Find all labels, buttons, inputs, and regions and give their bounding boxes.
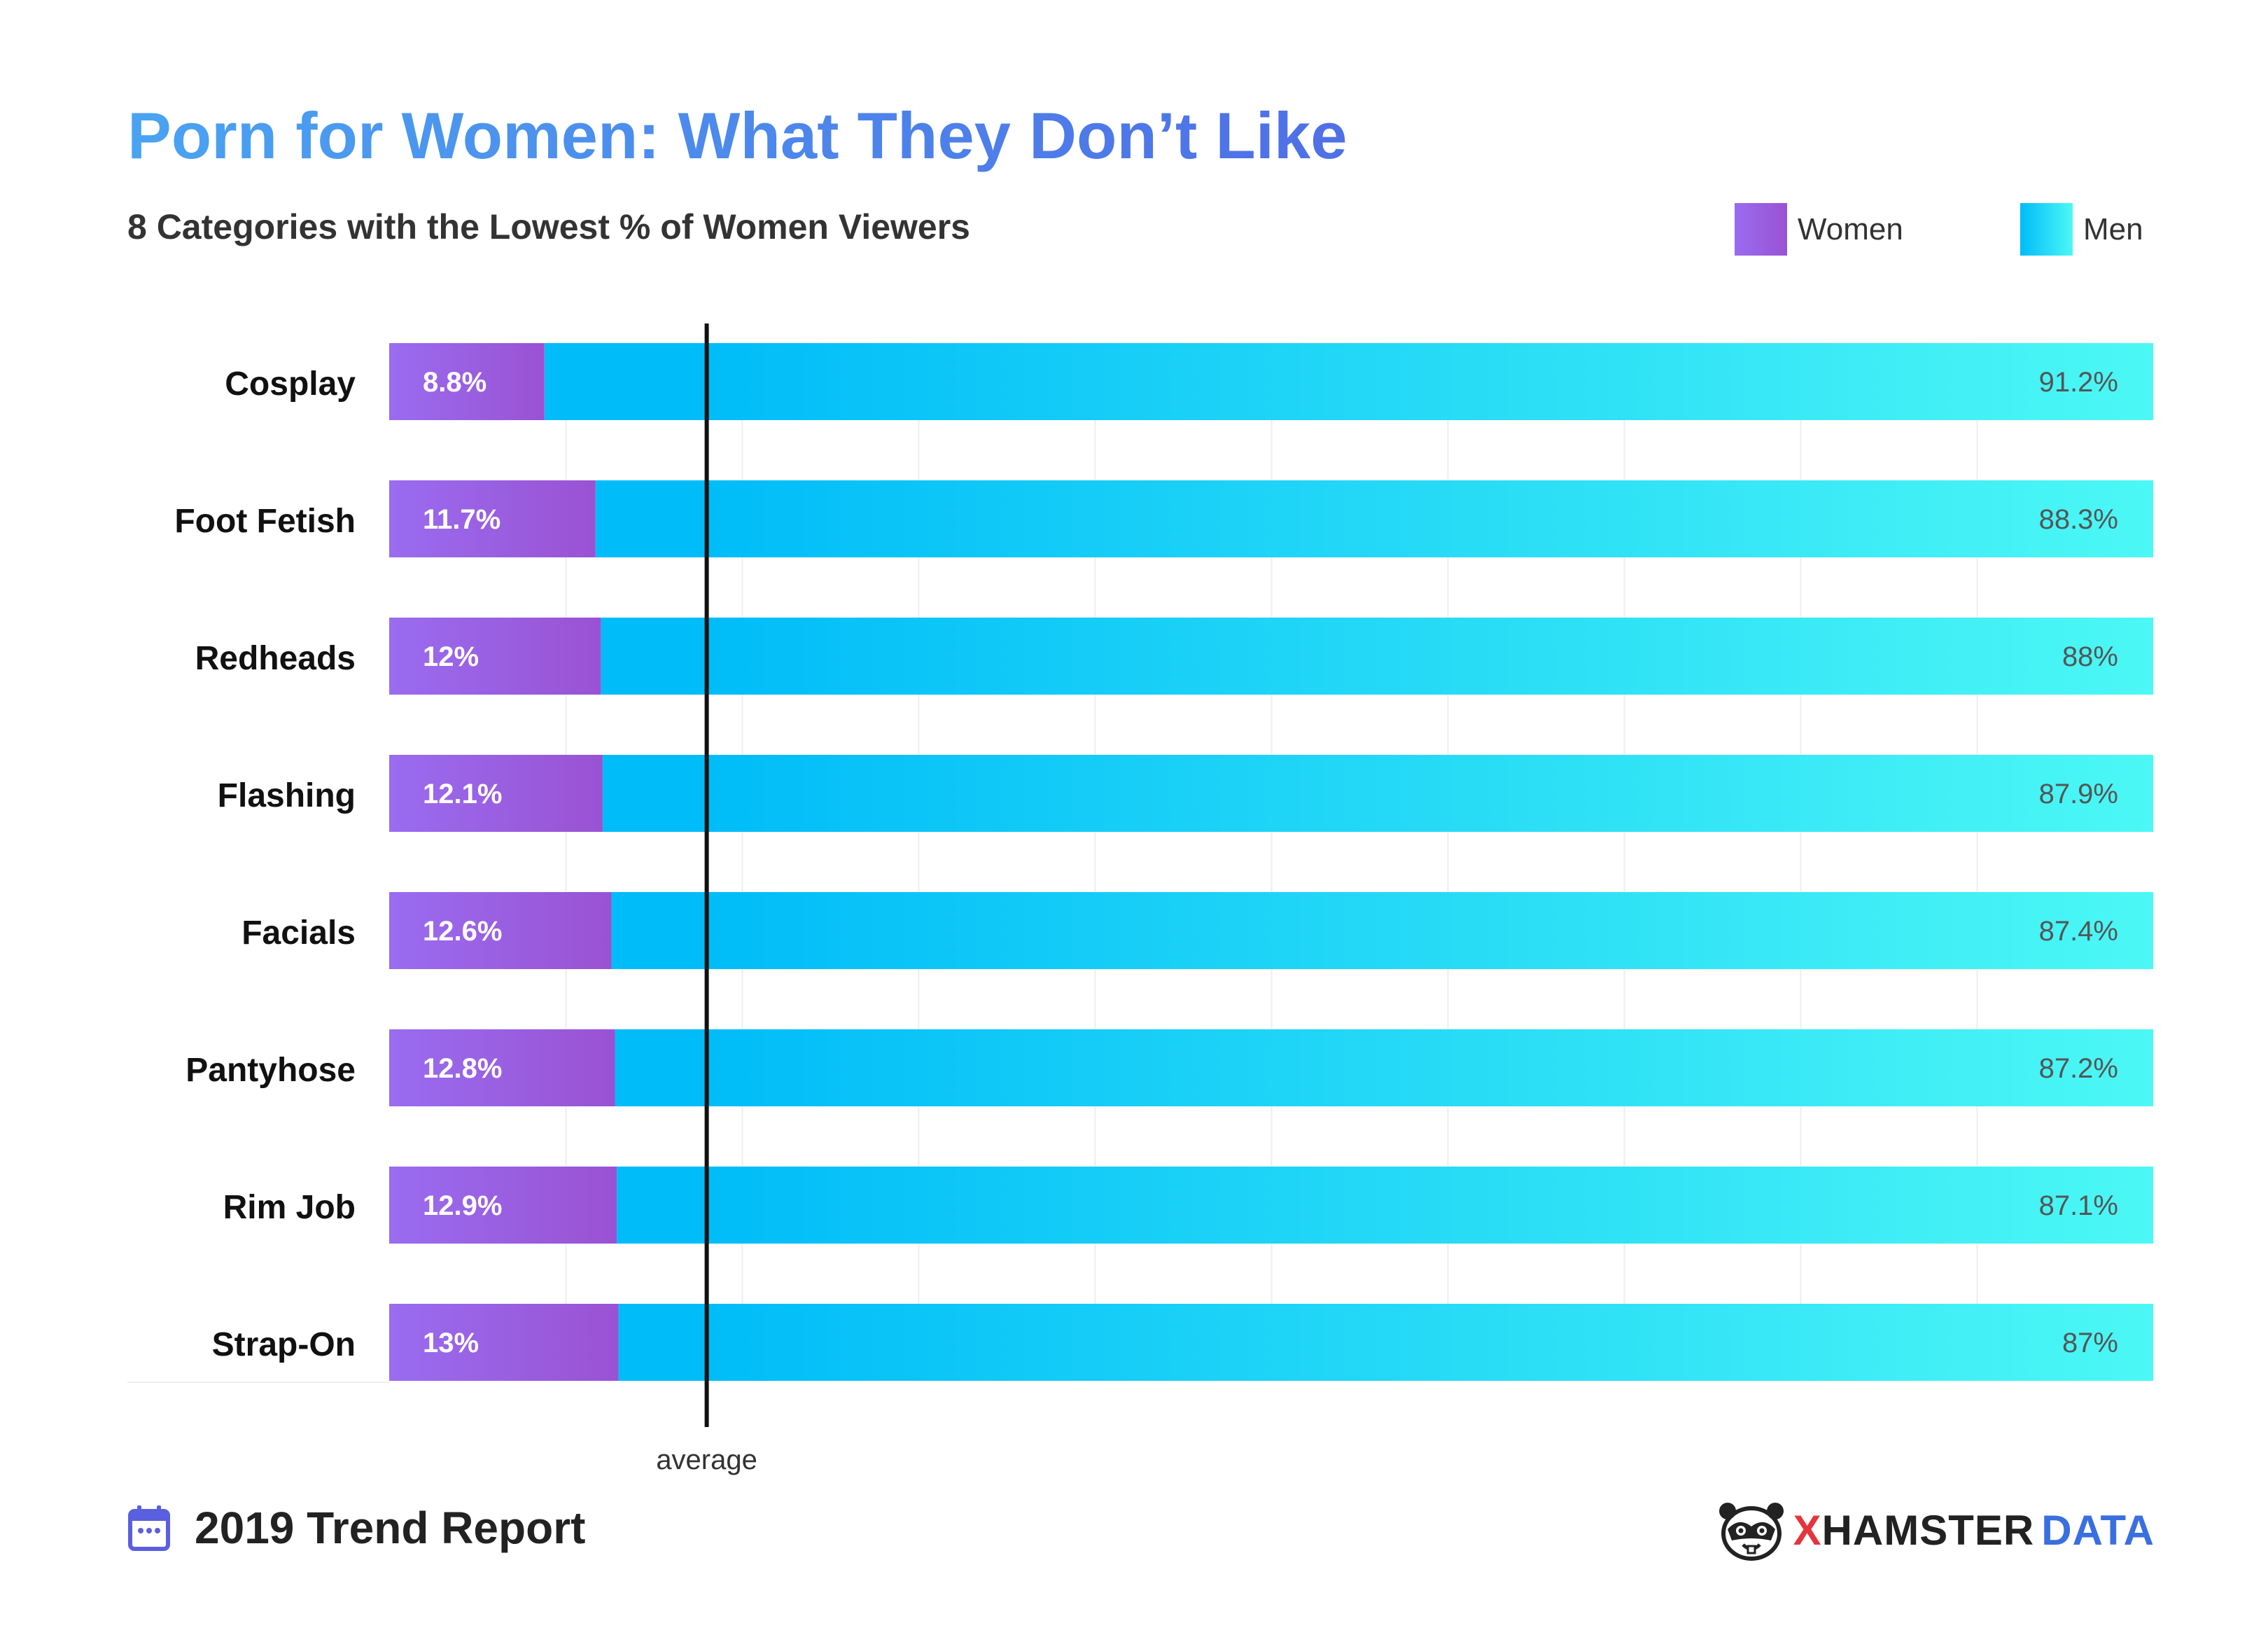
chart-subtitle: 8 Categories with the Lowest % of Women … xyxy=(127,207,970,246)
legend-item-men: Men xyxy=(2020,203,2143,256)
category-label: Foot Fetish xyxy=(174,503,356,540)
legend-label-women: Women xyxy=(1798,211,1903,246)
footer-report: 2019 Trend Report xyxy=(127,1502,585,1554)
category-label: Pantyhose xyxy=(186,1052,356,1089)
bar-women xyxy=(389,480,596,557)
data-label-men: 87.9% xyxy=(2039,779,2118,809)
data-label-men: 91.2% xyxy=(2039,367,2118,398)
bar-men xyxy=(602,755,2154,832)
data-label-women: 12.8% xyxy=(423,1053,502,1084)
brand-name-x: X xyxy=(1793,1506,1822,1554)
bar-women xyxy=(389,1167,617,1244)
bar-men xyxy=(601,618,2154,695)
data-label-women: 12.6% xyxy=(423,916,502,947)
bar-women xyxy=(389,343,545,420)
data-label-men: 87% xyxy=(2062,1328,2118,1358)
bar-men xyxy=(618,1304,2153,1381)
data-label-men: 88.3% xyxy=(2039,504,2118,535)
data-label-men: 88% xyxy=(2062,641,2118,672)
legend-label-men: Men xyxy=(2083,211,2143,246)
data-label-women: 11.7% xyxy=(423,504,500,535)
data-label-women: 12.1% xyxy=(423,779,502,809)
category-label: Redheads xyxy=(195,640,356,677)
calendar-icon xyxy=(128,1505,170,1551)
category-label: Flashing xyxy=(218,777,356,814)
data-label-men: 87.4% xyxy=(2039,916,2118,947)
average-label: average xyxy=(656,1445,757,1475)
data-label-women: 12% xyxy=(423,641,479,672)
data-label-women: 13% xyxy=(423,1328,479,1358)
legend-swatch-women xyxy=(1735,203,1787,256)
category-label: Cosplay xyxy=(225,366,356,403)
data-label-women: 8.8% xyxy=(423,367,486,398)
bar-women xyxy=(389,1304,619,1381)
hamster-logo-icon xyxy=(1718,1503,1784,1561)
bar-men xyxy=(615,1029,2153,1106)
category-label: Rim Job xyxy=(223,1189,356,1226)
brand-name-data: DATA xyxy=(2041,1506,2155,1554)
bar-women xyxy=(389,1029,615,1106)
data-label-women: 12.9% xyxy=(423,1190,502,1221)
brand-name: HAMSTER xyxy=(1821,1506,2035,1554)
chart-title: Porn for Women: What They Don’t Like xyxy=(127,99,1348,172)
data-label-men: 87.1% xyxy=(2039,1190,2118,1221)
category-label: Facials xyxy=(241,914,356,952)
bar-women xyxy=(389,618,601,695)
bar-women xyxy=(389,755,603,832)
bar-men xyxy=(544,343,2153,420)
brand-logo: XHAMSTER DATA xyxy=(1718,1498,2155,1561)
legend-item-women: Women xyxy=(1735,203,1903,256)
category-label: Strap-On xyxy=(212,1326,356,1363)
data-label-men: 87.2% xyxy=(2039,1053,2118,1084)
report-label: 2019 Trend Report xyxy=(195,1503,586,1553)
bar-men xyxy=(611,892,2153,969)
bar-women xyxy=(389,892,612,969)
bar-men xyxy=(617,1167,2153,1244)
bar-men xyxy=(595,480,2153,557)
legend-swatch-men xyxy=(2020,203,2073,256)
